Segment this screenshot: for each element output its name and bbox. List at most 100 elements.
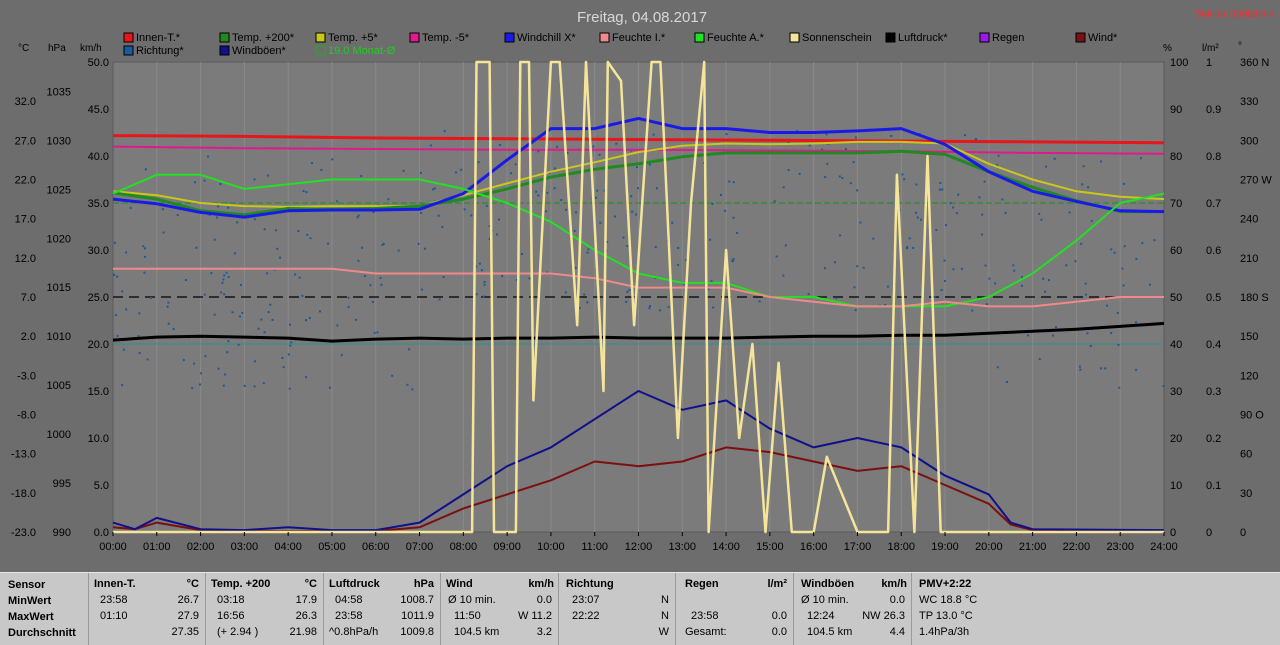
direction-dot (223, 293, 226, 296)
direction-dot (732, 181, 735, 184)
regen-unit: l/m² (767, 578, 787, 590)
direction-dot (553, 167, 556, 170)
wind-min-time: Ø 10 min. (448, 594, 496, 606)
direction-dot (1162, 385, 1165, 388)
hpa-tick-label: 1010 (47, 331, 71, 343)
direction-dot (856, 189, 859, 192)
direction-dot (1081, 183, 1084, 186)
direction-dot (347, 306, 350, 309)
direction-dot (138, 312, 141, 315)
direction-dot (198, 383, 201, 386)
chart-title: Freitag, 04.08.2017 (577, 9, 707, 26)
direction-dot (121, 290, 124, 293)
direction-dot (935, 228, 938, 231)
temp-min-time: 03:18 (217, 594, 245, 606)
luft-avg: 1009.8 (400, 626, 434, 638)
direction-dot (382, 242, 385, 245)
pct-tick-label: 0 (1170, 527, 1176, 539)
direction-dot (560, 198, 563, 201)
direction-dot (1113, 251, 1116, 254)
degree-tick-label: 270 W (1240, 175, 1272, 187)
direction-dot (1110, 248, 1113, 251)
direction-dot (636, 166, 639, 169)
direction-dot (143, 255, 146, 258)
direction-dot (510, 172, 513, 175)
direction-dot (671, 221, 674, 224)
degree-tick-label: 360 N (1240, 57, 1269, 69)
direction-dot (266, 174, 269, 177)
direction-dot (276, 247, 279, 250)
direction-dot (475, 293, 478, 296)
direction-dot (787, 168, 790, 171)
luft-title: Luftdruck (329, 578, 380, 590)
innen-min-time: 23:58 (100, 594, 128, 606)
legend-label: Sonnenschein (802, 32, 872, 44)
direction-dot (184, 279, 187, 282)
direction-dot (222, 278, 225, 281)
hpa-tick-label: 1015 (47, 282, 71, 294)
temp-tick-label: 27.0 (15, 135, 36, 147)
series-lines (112, 60, 1165, 534)
direction-dot (825, 133, 828, 136)
direction-dot (217, 205, 220, 208)
pmv-line2: TP 13.0 °C (919, 610, 973, 622)
series-feuchte-i (113, 267, 1164, 308)
direction-dot (289, 344, 292, 347)
direction-dot (294, 273, 297, 276)
kmh-tick-label: 0.0 (94, 527, 109, 539)
direction-dot (213, 238, 216, 241)
legend-swatch (504, 32, 515, 43)
direction-dot (535, 190, 538, 193)
direction-dot (116, 334, 119, 337)
direction-dot (1087, 186, 1090, 189)
direction-dot (282, 366, 285, 369)
direction-dot (849, 182, 852, 185)
legend: Innen-T.* Temp. +200* Temp. +5* Temp. -5* Wi… (123, 32, 1118, 57)
direction-dot (941, 188, 944, 191)
temp-tick-label: -3.0 (17, 370, 36, 382)
direction-dot (227, 276, 230, 279)
lm2-tick-label: 0.9 (1206, 104, 1221, 116)
direction-dot (356, 216, 359, 219)
direction-dot (254, 360, 257, 363)
direction-dot (432, 188, 435, 191)
lm2-tick-label: 0.4 (1206, 339, 1221, 351)
innen-max-time: 01:10 (100, 610, 128, 622)
direction-dot (596, 189, 599, 192)
x-tick-label: 05:00 (318, 541, 346, 553)
direction-dot (331, 158, 334, 161)
direction-dot (129, 206, 132, 209)
direction-dot (137, 335, 140, 338)
direction-dot (667, 306, 670, 309)
direction-dot (943, 259, 946, 262)
direction-dot (587, 248, 590, 251)
direction-dot (371, 300, 374, 303)
axis-tick-labels: 00:00 01:00 02:00 03:00 04:00 05:00 06:00 07:00… (11, 57, 1272, 553)
direction-dot (775, 255, 778, 258)
x-tick-label: 18:00 (887, 541, 915, 553)
lm2-tick-label: 0.6 (1206, 245, 1221, 257)
direction-dot (233, 252, 236, 255)
direction-dot (1134, 321, 1137, 324)
boeen-avg: 4.4 (889, 626, 905, 638)
col-wind: Wind km/h Ø 10 min. 0.0 11:50 W 11.2 104… (440, 573, 559, 645)
direction-dot (304, 319, 307, 322)
wind-max-val: W 11.2 (517, 610, 552, 622)
series-sonnenschein (113, 60, 1164, 534)
direction-dot (243, 384, 246, 387)
direction-dot (906, 246, 909, 249)
direction-dot (483, 280, 486, 283)
kmh-tick-label: 40.0 (88, 151, 109, 163)
direction-dot (496, 233, 499, 236)
temp-unit: °C (304, 578, 317, 590)
direction-dot (613, 215, 616, 218)
direction-dot (263, 331, 266, 334)
degree-tick-label: 90 O (1240, 410, 1264, 422)
direction-dot (144, 168, 147, 171)
direction-dot (306, 233, 309, 236)
direction-dot (227, 206, 230, 209)
direction-dot (373, 331, 376, 334)
direction-dot (309, 237, 312, 240)
direction-dot (1106, 304, 1109, 307)
direction-dot (1012, 264, 1015, 267)
